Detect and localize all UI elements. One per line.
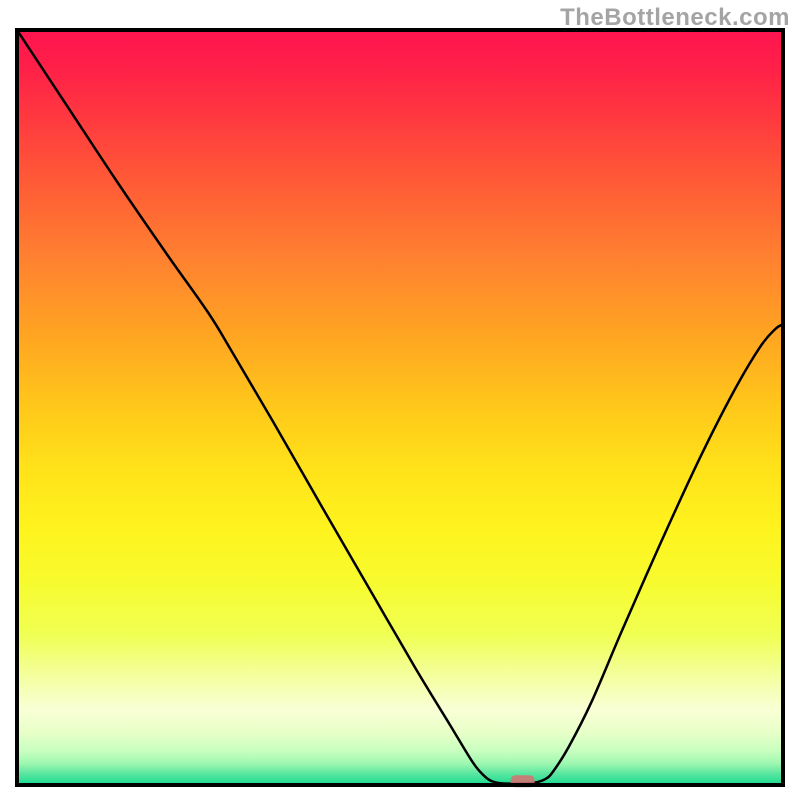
watermark-text: TheBottleneck.com [560, 4, 790, 32]
chart-background [17, 30, 783, 785]
chart-svg [0, 0, 800, 800]
bottleneck-chart: TheBottleneck.com [0, 0, 800, 800]
